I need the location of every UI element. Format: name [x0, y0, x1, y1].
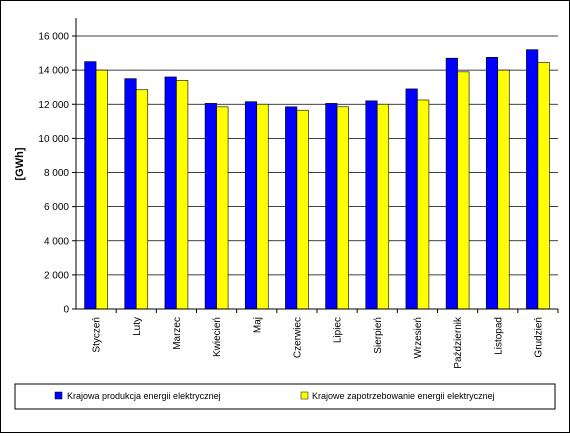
bar-production-11 [485, 57, 499, 310]
gridlines [76, 35, 558, 276]
bar-demand-6 [296, 109, 309, 310]
x-tick-labels: Styczeń Luty Marzec Kwiecień Maj Czerwiec Lipi… [92, 309, 559, 369]
x-tick-label: Maj [252, 317, 263, 333]
bar-production-7 [325, 103, 338, 310]
axes [75, 18, 558, 310]
x-tick-label: Marzec [172, 317, 183, 350]
legend: Krajowa produkcja energii elektrycznej K… [14, 383, 556, 410]
bar-demand-7 [336, 106, 349, 310]
y-tick-label: 6 000 [44, 202, 69, 213]
y-tick-label: 14 000 [38, 66, 69, 77]
bar-production-6 [285, 106, 298, 310]
x-tick-label: Sierpień [373, 317, 384, 354]
x-tick-label: Listopad [493, 317, 504, 355]
bar-production-12 [526, 49, 539, 310]
bar-demand-10 [457, 71, 470, 310]
bar-demand-8 [376, 103, 390, 310]
x-tick-label: Kwiecień [212, 317, 223, 357]
legend-box [14, 383, 556, 410]
bars [84, 49, 550, 310]
bar-demand-5 [256, 103, 269, 310]
y-tick-label: 8 000 [44, 168, 69, 179]
bar-demand-1 [95, 69, 108, 310]
legend-label-production: Krajowa produkcja energii elektrycznej [67, 391, 221, 401]
x-tick-label: Czerwiec [292, 317, 303, 358]
bar-demand-9 [417, 99, 430, 310]
y-tick-label: 12 000 [38, 100, 69, 111]
y-tick-label: 10 000 [38, 134, 69, 145]
bar-production-10 [445, 57, 458, 310]
y-tick-label: 0 [63, 305, 69, 316]
bar-demand-12 [537, 62, 550, 310]
legend-label-demand: Krajowe zapotrzebowanie energii elektryc… [312, 391, 495, 401]
y-tick-label: 2 000 [44, 270, 69, 281]
legend-swatch-demand [300, 391, 309, 400]
x-tick-label: Luty [132, 317, 143, 336]
bar-production-8 [365, 100, 378, 310]
legend-swatch-production [54, 391, 63, 400]
bar-production-3 [164, 76, 177, 310]
bar-demand-3 [176, 80, 189, 310]
y-tick-label: 16 000 [38, 32, 69, 43]
x-tick-label: Lipiec [333, 317, 344, 343]
bar-demand-2 [135, 89, 149, 310]
x-tick-label: Grudzień [533, 317, 544, 358]
x-tick-label: Wrzesień [413, 317, 424, 359]
bar-production-9 [405, 88, 418, 310]
y-tick-label: 4 000 [44, 236, 69, 247]
y-axis-label: [GWh] [14, 147, 26, 180]
bar-demand-4 [216, 106, 229, 310]
y-tick-labels: 0 2 000 4 000 6 000 8 000 10 000 12 000 14 000 1… [38, 32, 76, 316]
x-tick-label: Październik [453, 316, 464, 369]
bar-production-5 [244, 101, 258, 310]
x-tick-label: Styczeń [92, 317, 103, 353]
bar-production-1 [84, 61, 97, 310]
bar-production-4 [204, 103, 217, 310]
bar-production-2 [124, 78, 137, 310]
bar-demand-11 [497, 69, 510, 310]
